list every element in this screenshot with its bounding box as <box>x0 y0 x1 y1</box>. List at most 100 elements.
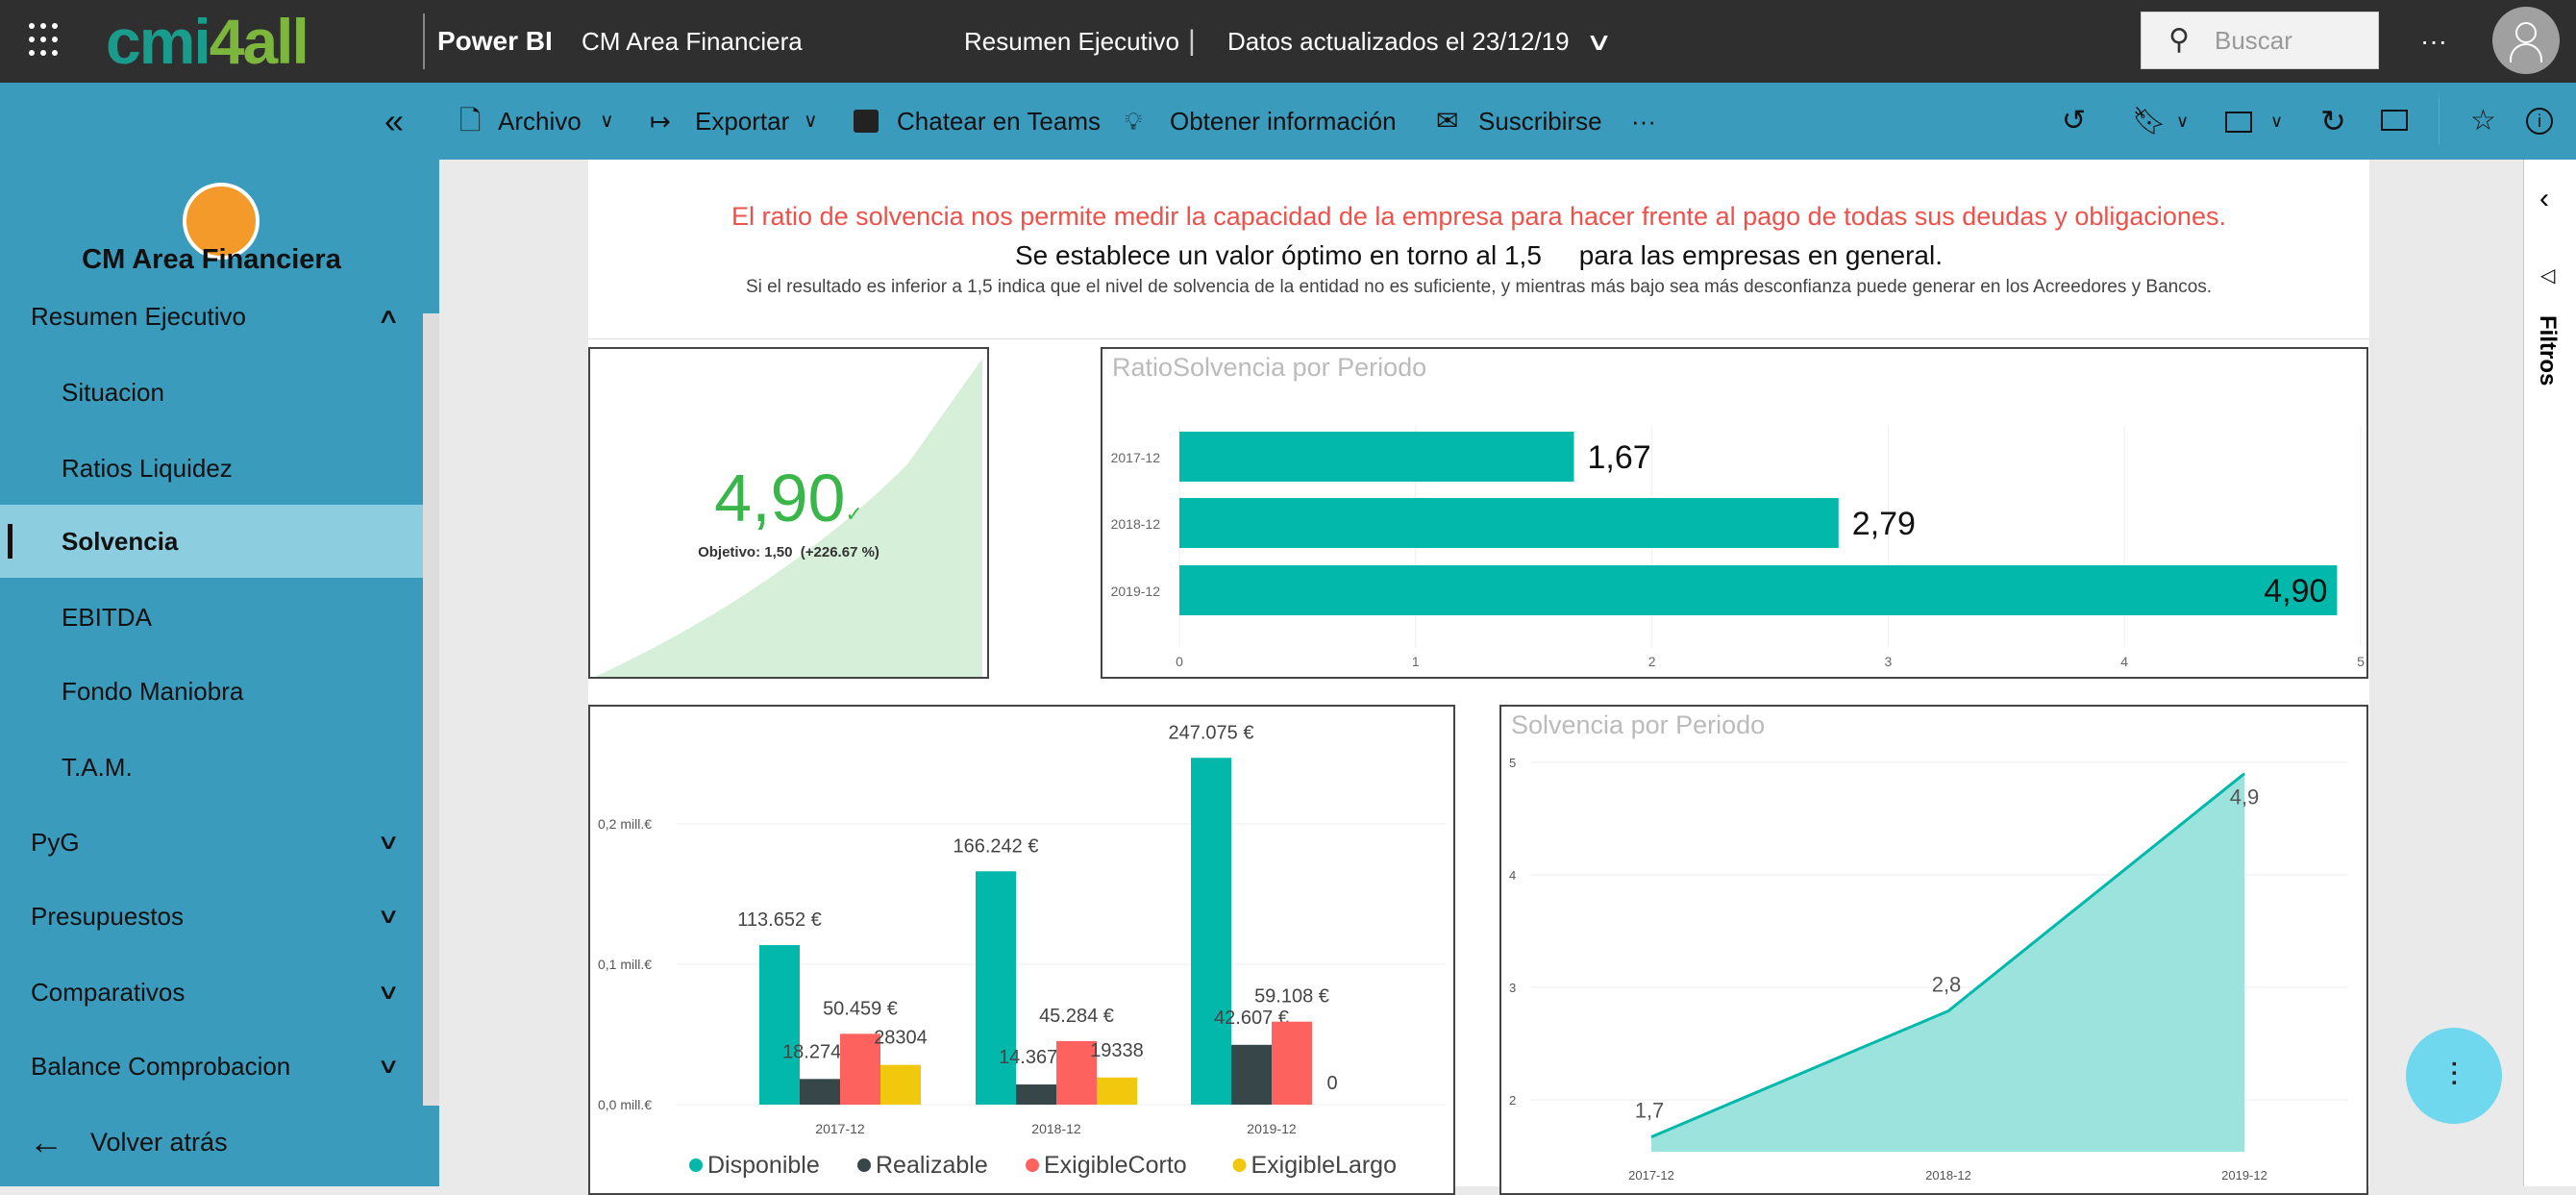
teams-icon <box>854 110 879 133</box>
report-logo-icon <box>183 183 260 260</box>
balance-column-chart[interactable]: 0,0 mill.€ 0,1 mill.€ 0,2 mill.€ 2017-12 201… <box>588 705 1455 1195</box>
subscribe-button[interactable]: Suscribirse <box>1478 107 1602 136</box>
more-options-button[interactable]: ··· <box>1631 107 1656 136</box>
x-tick-label: 2017-12 <box>815 1121 865 1136</box>
sidebar-item-balance-comprobacion[interactable]: Balance Comprobacion ∨ <box>0 1030 423 1103</box>
sidebar-item-presupuestos[interactable]: Presupuestos ∨ <box>0 880 423 953</box>
user-icon <box>2515 22 2537 43</box>
divider <box>423 13 425 69</box>
sidebar-item-resumen-ejecutivo[interactable]: Resumen Ejecutivo ∧ <box>0 280 423 353</box>
check-icon: ✓ <box>845 502 863 526</box>
y-tick-label: 0,1 mill.€ <box>598 957 652 972</box>
data-updated-dropdown[interactable]: Datos actualizados el 23/12/19 ∨ <box>1227 0 1613 83</box>
kpi-card[interactable]: 4,90✓ Objetivo: 1,50 (+226.67 %) <box>588 347 989 679</box>
sidebar-item-situacion[interactable]: Situacion <box>62 378 164 407</box>
data-label: 1,67 <box>1587 439 1650 476</box>
separator: | <box>1188 25 1196 57</box>
header-text-note: Si el resultado es inferior a 1,5 indica… <box>745 277 2213 297</box>
ratio-bar-chart[interactable]: RatioSolvencia por Periodo 0 1 2 3 4 5 2017-12… <box>1101 347 2368 679</box>
divider <box>588 338 2369 339</box>
mail-icon: ✉ <box>1436 106 1459 136</box>
filters-label[interactable]: Filtros <box>2535 315 2561 386</box>
bar-exigiblelargo <box>880 1064 921 1105</box>
bar <box>1179 498 1839 548</box>
filters-fab-button[interactable]: ⫶ <box>2406 1028 2502 1124</box>
chevron-down-icon: ∨ <box>376 980 401 1004</box>
sidebar-item-comparativos[interactable]: Comparativos ∨ <box>0 956 423 1029</box>
filters-pane[interactable]: ‹ ◁ Filtros <box>2523 160 2576 1186</box>
x-tick-label: 1 <box>1412 654 1420 669</box>
y-tick-label: 2017-12 <box>1111 450 1161 465</box>
more-options-button[interactable]: ··· <box>2420 26 2447 56</box>
data-label: 247.075 € <box>1169 722 1254 743</box>
data-label: 42.607 € <box>1214 1008 1289 1029</box>
x-tick-label: 2018-12 <box>1925 1168 1971 1183</box>
data-label: 18.274 € <box>782 1041 857 1062</box>
chart-title: RatioSolvencia por Periodo <box>1112 353 1427 382</box>
y-tick-label: 5 <box>1509 756 1516 770</box>
view-icon[interactable] <box>2225 112 2252 133</box>
sidebar-scrollbar[interactable] <box>423 313 439 1117</box>
sidebar-item-solvencia[interactable]: Solvencia <box>0 505 423 578</box>
sidebar-item-ebitda[interactable]: EBITDA <box>62 603 152 632</box>
data-label: 113.652 € <box>737 909 822 931</box>
comment-icon[interactable] <box>2381 110 2408 131</box>
info-icon[interactable]: i <box>2526 108 2553 135</box>
bar <box>1179 432 1574 482</box>
bar-disponible <box>976 871 1016 1105</box>
bar-exigiblelargo <box>1097 1077 1137 1105</box>
data-label: 28304 <box>874 1028 928 1049</box>
sidebar-item-ratios-liquidez[interactable]: Ratios Liquidez <box>62 454 233 483</box>
chevron-down-icon[interactable]: ∨ <box>600 111 614 132</box>
search-icon: ⚲ <box>2168 24 2190 56</box>
data-label: 19338 <box>1090 1040 1144 1061</box>
bar <box>1179 565 2338 615</box>
legend-label: ExigibleLargo <box>1251 1152 1398 1179</box>
legend-label: Realizable <box>876 1152 988 1179</box>
top-bar: cmi4all Power BI CM Area Financiera Resu… <box>0 0 2576 83</box>
exportar-menu[interactable]: Exportar <box>695 107 790 136</box>
chevron-down-icon: ∨ <box>1585 27 1613 56</box>
data-label: 0 <box>1326 1073 1337 1094</box>
bookmark-icon[interactable]: 🔖︎ <box>2132 106 2167 136</box>
workspace-name[interactable]: CM Area Financiera <box>582 27 803 56</box>
x-tick-label: 2018-12 <box>1031 1121 1081 1136</box>
data-label: 1,7 <box>1635 1099 1665 1123</box>
y-tick-label: 0,0 mill.€ <box>598 1097 652 1112</box>
sidebar-item-t-a-m-[interactable]: T.A.M. <box>62 753 133 782</box>
archivo-menu[interactable]: Archivo <box>498 107 582 136</box>
chevron-down-icon[interactable]: ∨ <box>2176 112 2190 131</box>
product-name[interactable]: Power BI <box>437 26 553 56</box>
legend-marker <box>857 1158 871 1172</box>
data-label: 166.242 € <box>954 835 1039 857</box>
y-tick-label: 2 <box>1509 1093 1516 1108</box>
solvency-area-chart[interactable]: Solvencia por Periodo 2 3 4 5 1,7 2017-12 2,8 2… <box>1499 705 2368 1195</box>
sidebar-item-fondo-maniobra[interactable]: Fondo Maniobra <box>62 677 244 706</box>
chevron-down-icon[interactable]: ∨ <box>804 111 818 132</box>
chat-teams-button[interactable]: Chatear en Teams <box>897 107 1101 136</box>
search-input[interactable]: ⚲ Buscar <box>2141 12 2379 69</box>
app-launcher-icon[interactable] <box>29 23 63 58</box>
chevron-left-icon[interactable]: ‹ <box>2539 183 2549 214</box>
bar-realizable <box>800 1079 840 1105</box>
data-label: 2,79 <box>1852 506 1916 542</box>
series-line <box>1650 772 2245 1138</box>
back-button[interactable]: ← Volver atrás <box>0 1106 439 1186</box>
sidebar-item-pyg[interactable]: PyG ∨ <box>0 806 423 879</box>
kpi-goal: Objetivo: 1,50 (+226.67 %) <box>698 544 879 560</box>
chevron-down-icon: ∨ <box>376 1054 401 1078</box>
reset-icon[interactable]: ↺ <box>2062 105 2087 137</box>
star-icon[interactable]: ☆ <box>2470 105 2496 137</box>
collapse-nav-icon[interactable]: « <box>384 101 405 140</box>
data-label: 59.108 € <box>1254 986 1329 1008</box>
chevron-down-icon: ∨ <box>376 904 401 928</box>
avatar[interactable] <box>2492 7 2560 74</box>
refresh-icon[interactable]: ↻ <box>2320 104 2346 138</box>
legend-marker <box>689 1158 703 1172</box>
get-insights-button[interactable]: Obtener información <box>1170 107 1397 136</box>
chevron-down-icon[interactable]: ∨ <box>2270 112 2284 131</box>
x-tick-label: 2019-12 <box>2221 1168 2267 1183</box>
export-icon: ↦ <box>650 107 671 136</box>
y-tick-label: 0,2 mill.€ <box>598 816 652 832</box>
sliders-icon: ⫶ <box>2449 1058 2459 1094</box>
